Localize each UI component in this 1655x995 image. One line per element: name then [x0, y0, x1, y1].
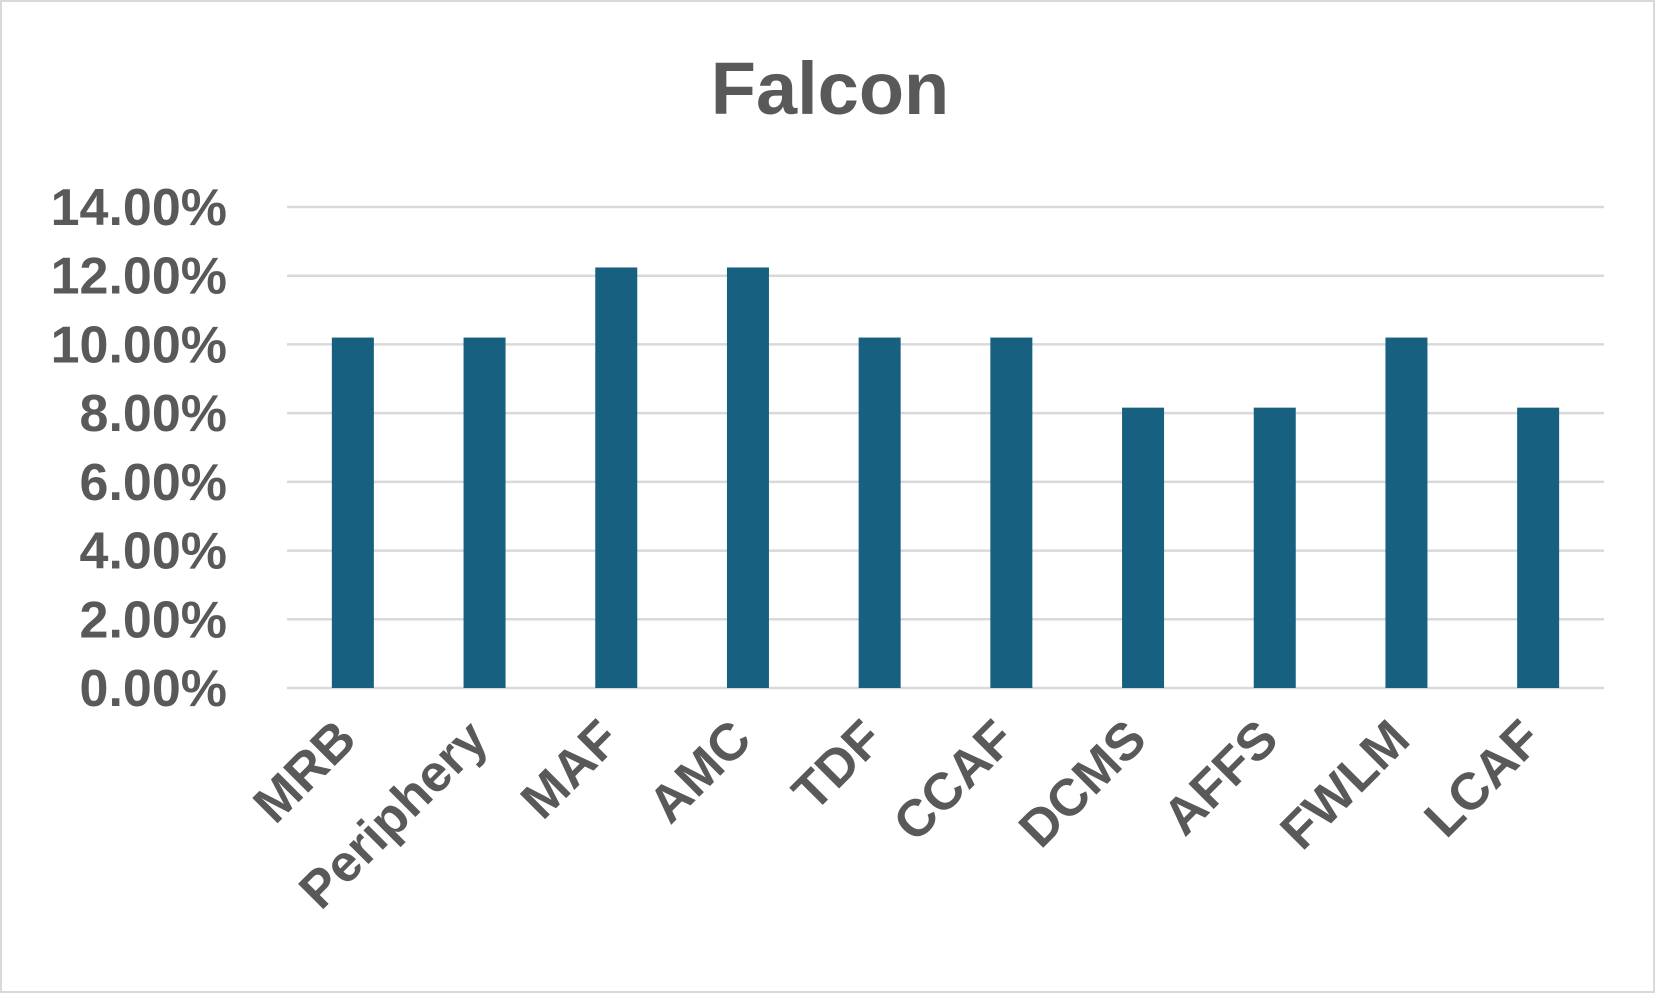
y-tick-label: 4.00%	[80, 523, 227, 581]
x-tick-label: AFFS	[1152, 709, 1289, 846]
bar-amc	[726, 267, 769, 688]
x-tick-label: TDF	[782, 709, 894, 821]
x-tick-label: AMC	[638, 709, 763, 834]
y-tick-label: 10.00%	[51, 316, 227, 374]
y-tick-label: 2.00%	[80, 591, 227, 649]
y-tick-label: 6.00%	[80, 454, 227, 512]
bar-tdf	[858, 337, 901, 688]
x-tick-label: MAF	[510, 709, 631, 830]
x-tick-label: MRB	[243, 709, 368, 834]
x-tick-label: CCAF	[883, 709, 1026, 852]
y-axis-tick-labels: 0.00% 2.00% 4.00% 6.00% 8.00% 10.00% 12.00% 14.…	[51, 179, 227, 718]
y-tick-label: 0.00%	[80, 660, 227, 718]
gridlines	[287, 205, 1604, 690]
x-tick-label: DCMS	[1008, 709, 1157, 858]
bar-fwlm	[1385, 337, 1428, 688]
y-tick-label: 8.00%	[80, 385, 227, 443]
y-tick-label: 14.00%	[51, 179, 227, 237]
x-tick-label: FWLM	[1270, 709, 1421, 860]
bars	[331, 267, 1560, 688]
bar-periphery	[463, 337, 506, 688]
bar-ccaf	[990, 337, 1033, 688]
chart-title: Falcon	[711, 47, 949, 130]
bar-affs	[1253, 407, 1296, 688]
x-tick-label: LCAF	[1414, 709, 1553, 848]
bar-mrb	[331, 337, 374, 688]
y-tick-label: 12.00%	[51, 248, 227, 306]
bar-dcms	[1122, 407, 1165, 688]
bar-maf	[595, 267, 638, 688]
bar-lcaf	[1517, 407, 1560, 688]
